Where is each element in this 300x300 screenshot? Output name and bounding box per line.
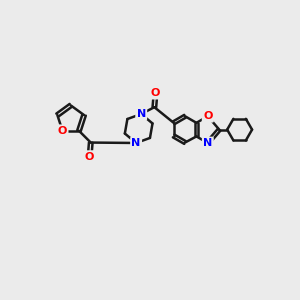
Text: O: O (85, 152, 94, 162)
Text: O: O (203, 111, 212, 121)
Text: N: N (136, 109, 146, 119)
Text: O: O (151, 88, 160, 98)
Text: O: O (58, 126, 67, 136)
Text: N: N (203, 138, 212, 148)
Text: N: N (131, 138, 141, 148)
